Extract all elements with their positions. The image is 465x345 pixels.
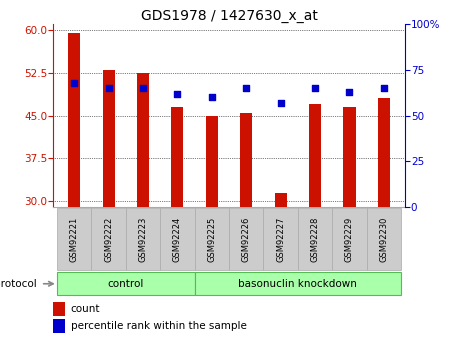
Text: GSM92230: GSM92230 bbox=[379, 216, 388, 262]
FancyBboxPatch shape bbox=[57, 208, 91, 269]
Point bbox=[70, 80, 78, 86]
Bar bbox=[102, 70, 114, 207]
Bar bbox=[68, 33, 80, 207]
Point bbox=[243, 85, 250, 91]
Text: percentile rank within the sample: percentile rank within the sample bbox=[71, 321, 246, 331]
Point bbox=[139, 85, 146, 91]
Bar bbox=[275, 193, 286, 207]
FancyBboxPatch shape bbox=[332, 208, 367, 269]
Title: GDS1978 / 1427630_x_at: GDS1978 / 1427630_x_at bbox=[140, 9, 318, 23]
Text: protocol: protocol bbox=[0, 279, 37, 289]
Point bbox=[277, 100, 285, 106]
Point bbox=[105, 85, 112, 91]
Text: GSM92229: GSM92229 bbox=[345, 216, 354, 262]
Bar bbox=[206, 116, 218, 207]
FancyBboxPatch shape bbox=[229, 208, 264, 269]
Text: GSM92224: GSM92224 bbox=[173, 216, 182, 262]
FancyBboxPatch shape bbox=[264, 208, 298, 269]
Bar bbox=[378, 98, 390, 207]
FancyBboxPatch shape bbox=[194, 208, 229, 269]
FancyBboxPatch shape bbox=[367, 208, 401, 269]
Bar bbox=[137, 73, 149, 207]
Text: control: control bbox=[107, 279, 144, 289]
FancyBboxPatch shape bbox=[57, 272, 194, 295]
FancyBboxPatch shape bbox=[160, 208, 194, 269]
Point bbox=[380, 85, 388, 91]
Text: GSM92221: GSM92221 bbox=[70, 216, 79, 262]
Text: GSM92228: GSM92228 bbox=[311, 216, 319, 262]
Point bbox=[312, 85, 319, 91]
FancyBboxPatch shape bbox=[194, 272, 401, 295]
FancyBboxPatch shape bbox=[91, 208, 126, 269]
Text: basonuclin knockdown: basonuclin knockdown bbox=[239, 279, 357, 289]
Bar bbox=[240, 113, 252, 207]
FancyBboxPatch shape bbox=[126, 208, 160, 269]
Text: GSM92225: GSM92225 bbox=[207, 216, 216, 262]
Bar bbox=[172, 107, 183, 207]
Bar bbox=[309, 104, 321, 207]
Text: GSM92226: GSM92226 bbox=[242, 216, 251, 262]
Text: GSM92222: GSM92222 bbox=[104, 216, 113, 262]
Bar bbox=[53, 319, 65, 333]
Bar bbox=[53, 302, 65, 315]
Point bbox=[173, 91, 181, 96]
Text: GSM92223: GSM92223 bbox=[139, 216, 147, 262]
FancyBboxPatch shape bbox=[298, 208, 332, 269]
Text: GSM92227: GSM92227 bbox=[276, 216, 285, 262]
Point bbox=[346, 89, 353, 95]
Point bbox=[208, 95, 215, 100]
Text: count: count bbox=[71, 304, 100, 314]
Bar bbox=[344, 107, 356, 207]
